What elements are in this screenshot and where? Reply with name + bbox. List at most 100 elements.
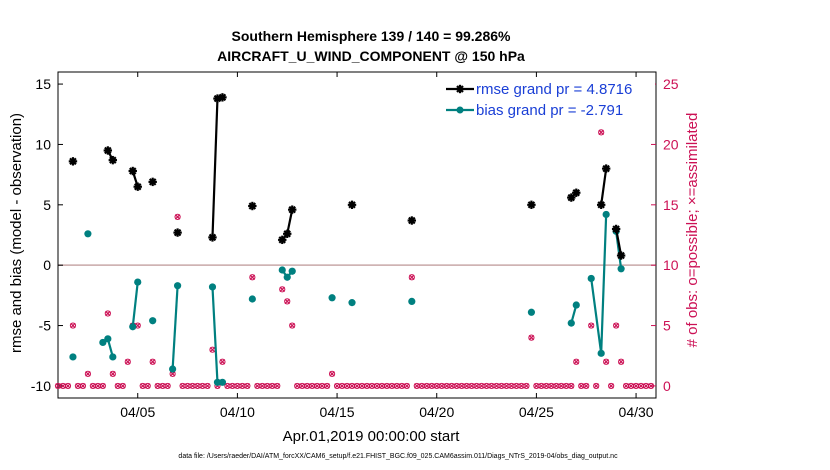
obs-assimilated-marker [463,383,470,389]
obs-assimilated-stroke [149,359,156,365]
obs-assimilated-marker [608,383,614,389]
obs-assimilated-stroke [553,383,560,389]
rmse-point-stroke [248,202,257,210]
bias-point [69,353,77,361]
obs-assimilated-stroke [508,383,515,389]
obs-assimilated-stroke [259,383,266,389]
obs-assimilated-marker [473,383,480,389]
obs-assimilated-stroke [115,383,121,389]
obs-assimilated-marker [448,383,455,389]
obs-assimilated-stroke [274,383,280,389]
bias-point [129,323,137,331]
obs-assimilated-marker [523,383,530,389]
obs-assimilated-stroke [503,383,510,389]
obs-assimilated-marker [513,383,520,389]
obs-assimilated-stroke [429,383,435,389]
obs-possible-marker [274,382,281,390]
obs-assimilated-stroke [443,383,450,389]
obs-assimilated-stroke [279,286,285,293]
rmse-point-stroke [288,205,296,214]
obs-assimilated-stroke [438,383,445,389]
obs-assimilated-marker [70,322,76,329]
obs-assimilated-stroke [548,383,555,389]
obs-assimilated-marker [149,359,156,365]
obs-assimilated-stroke [513,383,520,389]
obs-assimilated-marker [384,383,390,389]
obs-assimilated-stroke [359,383,365,389]
obs-assimilated-stroke [199,383,206,389]
rmse-point-stroke [348,201,356,209]
obs-assimilated-marker [588,322,594,329]
obs-assimilated-marker [60,383,66,389]
obs-possible-marker [144,382,151,390]
obs-assimilated-stroke [628,383,634,389]
rmse-point [407,216,417,225]
obs-assimilated-marker [115,383,121,389]
y-axis-label: rmse and bias (model - observation) [8,113,25,353]
obs-assimilated-marker [304,383,310,389]
x-tick-label: 04/30 [619,404,654,420]
bias-point [283,273,291,281]
obs-assimilated-stroke [284,298,290,305]
obs-assimilated-stroke [613,322,619,329]
obs-assimilated-marker [434,383,440,389]
obs-assimilated-stroke [70,322,76,329]
obs-assimilated-stroke [204,383,211,389]
obs-assimilated-marker [648,383,654,389]
y2-tick-label: 0 [663,378,671,394]
chart-subtitle: AIRCRAFT_U_WIND_COMPONENT @ 150 hPa [217,48,525,64]
obs-assimilated-marker [558,383,565,389]
rmse-point [527,200,536,210]
obs-assimilated-marker [389,383,395,389]
obs-assimilated-marker [354,383,360,389]
obs-assimilated-marker [633,383,639,389]
obs-assimilated-stroke [339,383,345,389]
obs-assimilated-marker [95,383,101,389]
legend-rmse-star [455,84,465,94]
legend-box [442,78,655,125]
obs-assimilated-marker [424,383,430,389]
rmse-point [103,146,113,155]
rmse-point [68,157,78,166]
obs-assimilated-stroke [264,383,271,389]
x-tick-label: 04/20 [419,404,454,420]
obs-assimilated-marker [414,383,420,389]
obs-assimilated-stroke [159,383,166,389]
obs-assimilated-stroke [224,383,231,389]
obs-assimilated-marker [284,298,290,305]
obs-possible-marker [593,382,600,390]
obs-assimilated-marker [468,383,475,389]
obs-assimilated-stroke [344,383,350,389]
rmse-point [596,200,606,210]
obs-assimilated-marker [394,383,400,389]
obs-assimilated-marker [344,383,350,389]
obs-assimilated-marker [199,383,206,389]
obs-assimilated-marker [593,383,599,389]
obs-assimilated-stroke [419,383,425,389]
obs-assimilated-stroke [80,383,86,389]
obs-assimilated-marker [65,383,71,389]
obs-assimilated-marker [329,371,335,377]
obs-assimilated-marker [553,383,560,389]
obs-assimilated-marker [404,383,410,389]
obs-assimilated-stroke [434,383,440,389]
obs-assimilated-stroke [85,371,91,377]
obs-assimilated-stroke [194,383,201,389]
rmse-point [288,205,297,214]
obs-assimilated-marker [254,383,261,389]
rmse-point [616,251,626,260]
obs-assimilated-marker [189,383,196,389]
bias-point [567,319,575,327]
obs-possible-marker [523,382,530,390]
obs-assimilated-marker [324,383,330,389]
y-tick-label: 10 [35,136,51,152]
rmse-point-stroke [283,230,291,238]
obs-assimilated-marker [364,383,370,389]
rmse-point-stroke [69,157,77,166]
obs-possible-marker [588,322,595,329]
obs-assimilated-marker [184,383,191,389]
obs-assimilated-stroke [608,383,614,389]
obs-assimilated-marker [573,359,579,365]
obs-assimilated-stroke [404,383,410,389]
obs-assimilated-stroke [578,383,584,389]
